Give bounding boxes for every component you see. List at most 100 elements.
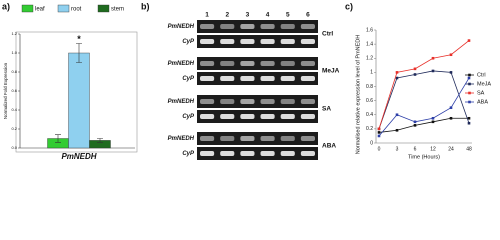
gel-band	[300, 39, 315, 44]
gel-band	[260, 136, 275, 141]
gel-band	[220, 24, 235, 29]
row-label: CyP	[182, 76, 195, 82]
marker	[449, 71, 453, 74]
gel-band	[260, 114, 275, 119]
y-tick-label: 0.0	[11, 145, 17, 150]
gel-band	[220, 61, 235, 66]
gel-band	[260, 99, 275, 104]
gel-band	[240, 24, 255, 29]
row-label: CyP	[182, 151, 195, 157]
treatment-label: MeJA	[322, 68, 340, 75]
gel-image	[197, 147, 318, 160]
gel-band	[300, 114, 315, 119]
gel-band	[260, 61, 275, 66]
gel-band	[200, 99, 215, 104]
gel-band	[240, 39, 255, 44]
gel-band	[260, 24, 275, 29]
row-label: PmNEDH	[168, 136, 195, 142]
marker	[395, 113, 399, 117]
legend-marker	[468, 82, 471, 86]
y-tick-label: 0.4	[366, 112, 373, 118]
gel-band	[220, 39, 235, 44]
gel-band	[240, 114, 255, 119]
marker	[431, 116, 435, 120]
marker	[413, 67, 417, 71]
gel-band	[220, 136, 235, 141]
gel-image	[197, 72, 318, 85]
y-tick-label: 1.4	[366, 41, 373, 47]
x-axis-label: Time (Hours)	[408, 154, 440, 160]
legend-label: MeJA	[477, 81, 491, 87]
marker	[449, 53, 453, 57]
gel-image	[197, 95, 318, 108]
line	[378, 70, 470, 130]
gel-band	[280, 24, 295, 29]
gel-band	[280, 99, 295, 104]
lane-label: 4	[266, 12, 270, 19]
marker	[413, 73, 417, 76]
legend-marker	[468, 100, 471, 104]
gel-band	[220, 151, 235, 156]
error-bar	[76, 43, 82, 63]
gel-band	[300, 136, 315, 141]
gel-band	[300, 61, 315, 66]
marker	[467, 39, 471, 42]
gel-band	[280, 114, 295, 119]
marker	[377, 134, 381, 138]
row-label: PmNEDH	[168, 24, 195, 30]
marker	[431, 69, 435, 73]
gel-band	[220, 76, 235, 81]
row-label: CyP	[182, 39, 195, 45]
gel-image	[197, 110, 318, 123]
x-tick-label: 24	[448, 146, 454, 152]
gel-image	[197, 20, 318, 33]
legend-label: ABA	[477, 99, 488, 105]
gel-band	[280, 39, 295, 44]
gel-band	[200, 76, 215, 81]
legend-label: root	[71, 7, 82, 13]
gel-band	[240, 151, 255, 156]
marker	[449, 106, 453, 109]
legend-swatch	[21, 4, 34, 13]
y-axis-label: Normalized Fold Expression	[3, 62, 8, 119]
marker	[413, 120, 417, 124]
y-tick-label: 1	[370, 70, 373, 76]
row-label: PmNEDH	[168, 99, 195, 105]
line	[378, 77, 470, 137]
gel-band	[300, 76, 315, 81]
error-bar	[55, 134, 61, 143]
x-tick-label: PmNEDH	[61, 152, 96, 161]
gel-band	[280, 61, 295, 66]
gel-band	[200, 61, 215, 66]
legend-label: SA	[477, 90, 485, 96]
lane-label: 3	[246, 12, 250, 19]
panel-label: c)	[345, 1, 353, 11]
gel-band	[300, 151, 315, 156]
gel-band	[200, 136, 215, 141]
marker	[467, 121, 471, 125]
y-tick-label: 1.0	[11, 50, 17, 55]
gel-band	[200, 24, 215, 29]
y-tick-label: 0.2	[366, 126, 373, 132]
gel-image	[197, 57, 318, 70]
gel-band	[260, 151, 275, 156]
legend-label: stem	[111, 7, 124, 13]
lane-label: 1	[205, 12, 209, 19]
marker	[395, 76, 399, 80]
figure: a) b) c) 0.0 0.2 0.4 0.6 0.8 1.0 1.2 Normalized…	[2, 1, 491, 161]
gel-band	[220, 99, 235, 104]
y-tick-label: 0.8	[366, 84, 373, 90]
marker	[377, 127, 381, 131]
panel-label: a)	[2, 1, 10, 11]
legend-swatch	[57, 4, 70, 13]
x-tick-label: 6	[414, 146, 417, 152]
gel-band	[280, 151, 295, 156]
error-bar	[97, 138, 103, 143]
marker	[467, 76, 471, 80]
y-tick-label: 0.2	[11, 126, 17, 131]
y-tick-label: 0	[370, 140, 373, 146]
legend-label: leaf	[35, 7, 45, 13]
line	[378, 117, 469, 133]
x-tick-label: 48	[466, 146, 472, 152]
marker	[467, 116, 471, 120]
